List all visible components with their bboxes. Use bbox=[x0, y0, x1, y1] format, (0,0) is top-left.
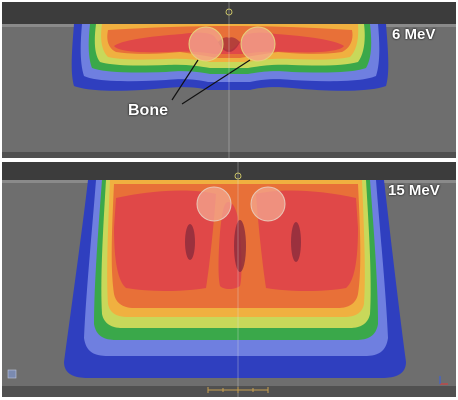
dose-distribution-6mev bbox=[2, 2, 456, 158]
scale-ruler bbox=[207, 387, 269, 393]
axis-gizmo-icon bbox=[439, 376, 448, 385]
energy-label-15mev: 15 MeV bbox=[388, 182, 440, 199]
bone-right bbox=[240, 26, 276, 62]
dose-panel-6mev: 6 MeV Bone bbox=[2, 2, 456, 158]
isodose-bands-6mev bbox=[71, 24, 389, 91]
isodose-hot-region-right bbox=[256, 190, 358, 291]
bone-left bbox=[196, 186, 232, 222]
cold-spot-left bbox=[185, 224, 195, 260]
cold-spot-right bbox=[291, 222, 301, 262]
bone-label: Bone bbox=[128, 102, 168, 119]
dose-distribution-15mev bbox=[2, 162, 456, 397]
isodose-hot-region-center bbox=[218, 202, 242, 289]
bone-left bbox=[188, 26, 224, 62]
isodose-hot-region bbox=[114, 32, 344, 54]
bone-structures-15mev bbox=[196, 186, 286, 222]
bone-pointer-lines bbox=[171, 59, 251, 105]
bone-right bbox=[250, 186, 286, 222]
isodose-hot-region-left bbox=[114, 190, 216, 291]
energy-label-6mev: 6 MeV bbox=[392, 26, 436, 43]
crosshair-origin bbox=[225, 8, 233, 16]
dose-panel-15mev: 15 MeV bbox=[2, 162, 456, 397]
cold-spot-center bbox=[234, 220, 246, 272]
orientation-cube-icon bbox=[7, 369, 17, 379]
crosshair-origin bbox=[234, 172, 242, 180]
bone-structures-6mev bbox=[188, 26, 276, 62]
isodose-bands-15mev bbox=[64, 180, 406, 378]
